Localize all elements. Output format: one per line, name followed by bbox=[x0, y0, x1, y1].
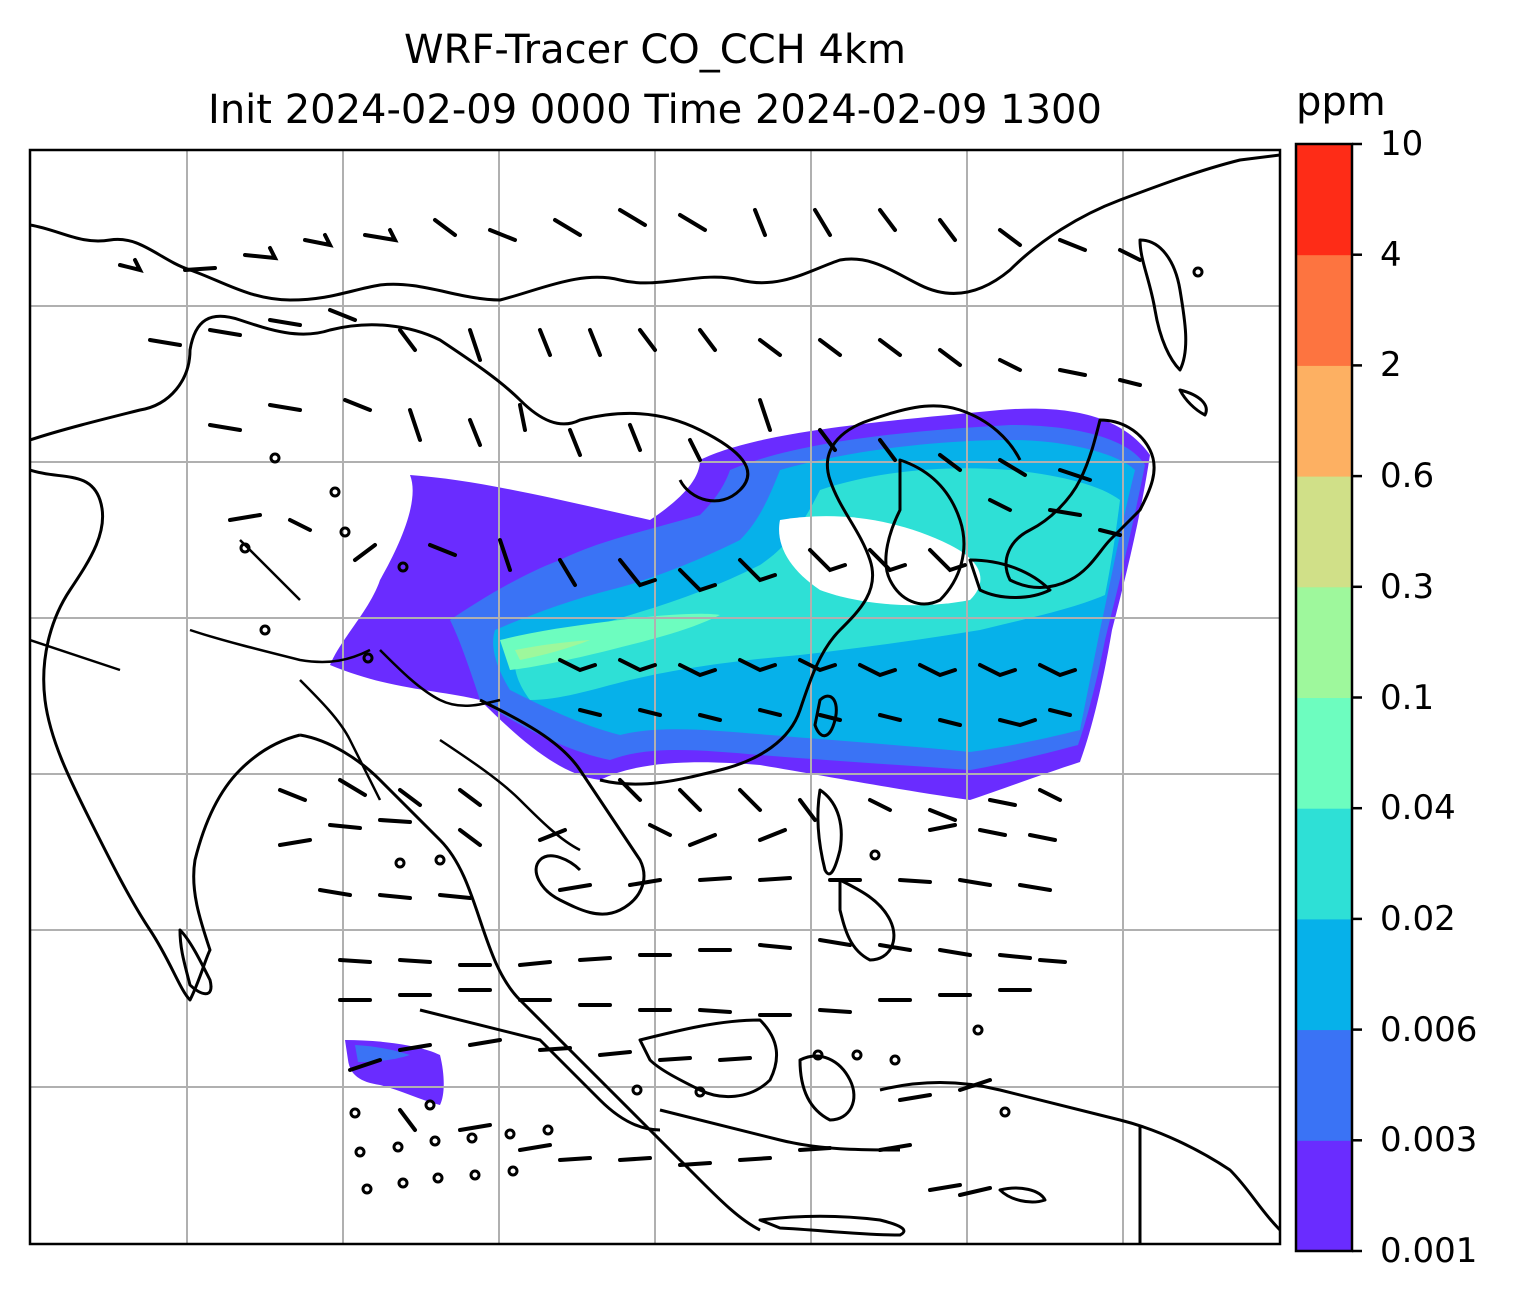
colorbar-tick-label: 0.6 bbox=[1380, 456, 1435, 497]
colorbar-segment bbox=[1296, 365, 1352, 477]
co-tracer-plume bbox=[330, 408, 1150, 1105]
colorbar-tick-label: 2 bbox=[1380, 345, 1402, 386]
wind-barbs bbox=[118, 208, 1142, 1197]
colorbar-segment bbox=[1296, 1140, 1352, 1252]
colorbar-unit-label: ppm bbox=[1296, 79, 1386, 125]
country-borders bbox=[30, 539, 581, 852]
colorbar-segment bbox=[1296, 808, 1352, 920]
colorbar-segment bbox=[1296, 1029, 1352, 1141]
colorbar bbox=[1294, 142, 1362, 1253]
colorbar-segment bbox=[1296, 144, 1352, 256]
colorbar-segment bbox=[1296, 697, 1352, 809]
coastlines bbox=[30, 153, 1280, 1244]
plume-layer-5 bbox=[500, 613, 720, 670]
colorbar-segment bbox=[1296, 586, 1352, 698]
colorbar-tick-label: 0.003 bbox=[1380, 1120, 1478, 1161]
colorbar-tick-label: 4 bbox=[1380, 234, 1402, 275]
map-frame bbox=[28, 148, 1282, 1246]
colorbar-tick-label: 0.001 bbox=[1380, 1231, 1478, 1271]
colorbar-segment bbox=[1296, 918, 1352, 1031]
colorbar-tick-label: 0.3 bbox=[1380, 566, 1435, 607]
colorbar-tick-label: 0.02 bbox=[1380, 898, 1456, 939]
colorbar-segment bbox=[1296, 476, 1352, 588]
colorbar-tick-label: 0.006 bbox=[1380, 1009, 1478, 1050]
plume-layer-6 bbox=[515, 640, 590, 660]
colorbar-tick-label: 10 bbox=[1380, 124, 1424, 164]
calm-wind-circles bbox=[239, 266, 1204, 1195]
chart-title-line2: Init 2024-02-09 0000 Time 2024-02-09 130… bbox=[208, 87, 1102, 133]
colorbar-tick-label: 0.1 bbox=[1380, 677, 1435, 718]
colorbar-segment bbox=[1296, 254, 1352, 366]
chart-title-line1: WRF-Tracer CO_CCH 4km bbox=[403, 27, 907, 73]
colorbar-tick-label: 0.04 bbox=[1380, 788, 1456, 829]
gridlines bbox=[30, 150, 1280, 1244]
